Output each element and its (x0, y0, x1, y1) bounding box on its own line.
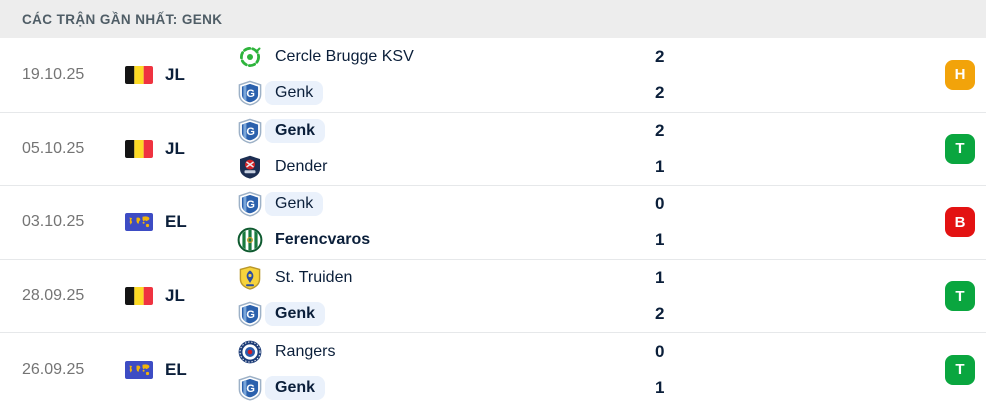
match-date: 26.09.25 (22, 360, 85, 378)
team-name: Genk (265, 118, 326, 143)
genk-logo-icon (237, 301, 263, 327)
team-row[interactable]: Genk 1 (237, 370, 945, 406)
team-score: 2 (655, 82, 665, 102)
ferencvaros-logo-icon (237, 227, 263, 253)
result-badge[interactable]: T (945, 354, 975, 385)
belgium-flag-icon (125, 287, 153, 305)
team-score: 1 (655, 377, 665, 397)
competition-label: JL (165, 138, 185, 158)
world-flag-icon (125, 361, 153, 379)
result-badge[interactable]: H (945, 59, 975, 90)
world-flag-icon (125, 213, 153, 231)
cercle-brugge-logo-icon (237, 44, 263, 70)
team-name: Rangers (275, 342, 336, 360)
competition-cell: JL (125, 65, 237, 85)
match-row[interactable]: 05.10.25 JL Genk 2 Dender 1 T (0, 111, 986, 186)
belgium-flag-icon (125, 140, 153, 158)
team-row[interactable]: Genk 2 (237, 296, 945, 332)
team-name: Genk (265, 302, 326, 327)
match-date: 19.10.25 (22, 65, 85, 83)
widget-title: CÁC TRẬN GẦN NHẤT: GENK (22, 11, 223, 27)
team-score: 0 (655, 194, 665, 214)
team-name: Dender (275, 157, 328, 175)
match-date: 28.09.25 (22, 287, 85, 305)
teams-cell: Genk 0 Ferencvaros 1 (237, 186, 945, 258)
teams-cell: Cercle Brugge KSV 2 Genk 2 (237, 39, 945, 111)
genk-logo-icon (237, 191, 263, 217)
competition-cell: JL (125, 139, 237, 159)
result-badge[interactable]: T (945, 133, 975, 164)
competition-label: EL (165, 212, 187, 232)
team-score: 2 (655, 304, 665, 324)
match-date: 03.10.25 (22, 213, 85, 231)
result-cell: T (945, 354, 986, 385)
competition-cell: EL (125, 360, 237, 380)
competition-label: JL (165, 64, 185, 84)
team-name: Cercle Brugge KSV (275, 47, 414, 65)
result-badge[interactable]: B (945, 207, 975, 238)
st-truiden-logo-icon (237, 265, 263, 291)
match-row[interactable]: 28.09.25 JL St. Truiden 1 Genk 2 T (0, 258, 986, 333)
competition-cell: JL (125, 286, 237, 306)
result-cell: T (945, 281, 986, 312)
team-row[interactable]: Ferencvaros 1 (237, 222, 945, 258)
team-name: Genk (265, 375, 326, 400)
teams-cell: Rangers 0 Genk 1 (237, 334, 945, 406)
competition-label: JL (165, 286, 185, 306)
team-score: 1 (655, 230, 665, 250)
belgium-flag-icon (125, 66, 153, 84)
team-score: 0 (655, 341, 665, 361)
dender-logo-icon (237, 154, 263, 180)
team-row[interactable]: Genk 0 (237, 186, 945, 222)
widget-header: CÁC TRẬN GẦN NHẤT: GENK (0, 0, 986, 38)
result-cell: H (945, 59, 986, 90)
team-row[interactable]: Dender 1 (237, 149, 945, 185)
match-row[interactable]: 19.10.25 JL Cercle Brugge KSV 2 Genk 2 H (0, 38, 986, 112)
rangers-logo-icon (237, 339, 263, 365)
team-row[interactable]: Rangers 0 (237, 334, 945, 370)
teams-cell: Genk 2 Dender 1 (237, 113, 945, 185)
match-rows: 19.10.25 JL Cercle Brugge KSV 2 Genk 2 H (0, 38, 986, 406)
team-name: Genk (265, 192, 324, 217)
team-name: Genk (265, 80, 324, 105)
competition-cell: EL (125, 212, 237, 232)
team-score: 1 (655, 268, 665, 288)
genk-logo-icon (237, 375, 263, 401)
team-row[interactable]: Cercle Brugge KSV 2 (237, 39, 945, 75)
team-name: Ferencvaros (275, 231, 371, 249)
result-cell: T (945, 133, 986, 164)
result-badge[interactable]: T (945, 281, 975, 312)
match-row[interactable]: 26.09.25 EL Rangers 0 Genk 1 T (0, 332, 986, 406)
team-score: 2 (655, 46, 665, 66)
match-row[interactable]: 03.10.25 EL Genk 0 Ferencvaros 1 B (0, 185, 986, 259)
result-cell: B (945, 207, 986, 238)
teams-cell: St. Truiden 1 Genk 2 (237, 260, 945, 332)
match-date: 05.10.25 (22, 139, 85, 157)
team-row[interactable]: St. Truiden 1 (237, 260, 945, 296)
team-row[interactable]: Genk 2 (237, 75, 945, 111)
team-score: 1 (655, 156, 665, 176)
competition-label: EL (165, 359, 187, 379)
team-name: St. Truiden (275, 269, 353, 287)
team-score: 2 (655, 120, 665, 140)
team-row[interactable]: Genk 2 (237, 113, 945, 149)
genk-logo-icon (237, 80, 263, 106)
genk-logo-icon (237, 118, 263, 144)
